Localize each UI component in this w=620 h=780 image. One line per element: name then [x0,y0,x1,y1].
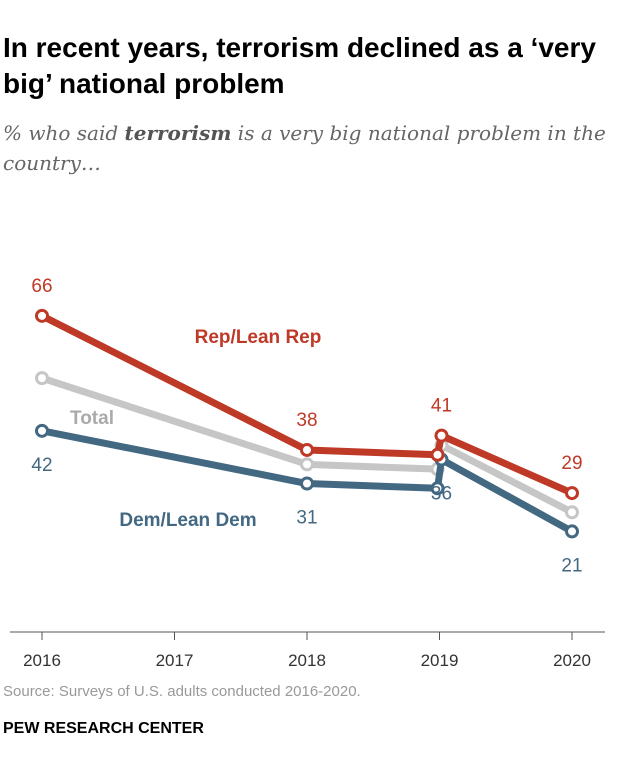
x-tick-label: 2017 [156,651,194,670]
data-point [565,524,579,539]
subtitle-text: % who said [3,121,125,145]
data-point [565,505,579,520]
x-tick-label: 2018 [288,651,326,670]
x-tick-label: 2020 [553,651,591,670]
x-tick-label: 2019 [421,651,459,670]
subtitle-emphasis: terrorism [124,121,232,145]
data-point [35,423,49,438]
chart-subtitle: % who said terrorism is a very big natio… [3,118,613,178]
source-note: Source: Surveys of U.S. adults conducted… [3,683,361,700]
data-point [35,308,49,323]
series-label: Dem/Lean Dem [119,510,256,531]
data-point [565,486,579,501]
data-point [300,476,314,491]
data-label: 31 [296,508,317,529]
data-label: 66 [31,276,52,297]
data-point [300,442,314,457]
data-point [430,481,445,496]
data-label: 21 [561,555,582,576]
data-point [430,447,445,462]
data-point [434,428,449,443]
data-label: 42 [31,455,52,476]
chart-title: In recent years, terrorism declined as a… [3,32,596,99]
data-label: 38 [296,410,317,431]
subtitle-text-end: is a very big national problem in the co… [3,121,606,175]
data-point [300,457,314,472]
brand-logo-text: PEW RESEARCH CENTER [3,720,204,737]
data-label: 36 [431,484,452,505]
x-tick-label: 2016 [23,651,61,670]
series-label: Rep/Lean Rep [195,327,322,348]
series-label: Total [70,408,114,429]
data-point [35,371,49,386]
data-label: 41 [431,396,452,417]
data-label: 29 [561,453,582,474]
